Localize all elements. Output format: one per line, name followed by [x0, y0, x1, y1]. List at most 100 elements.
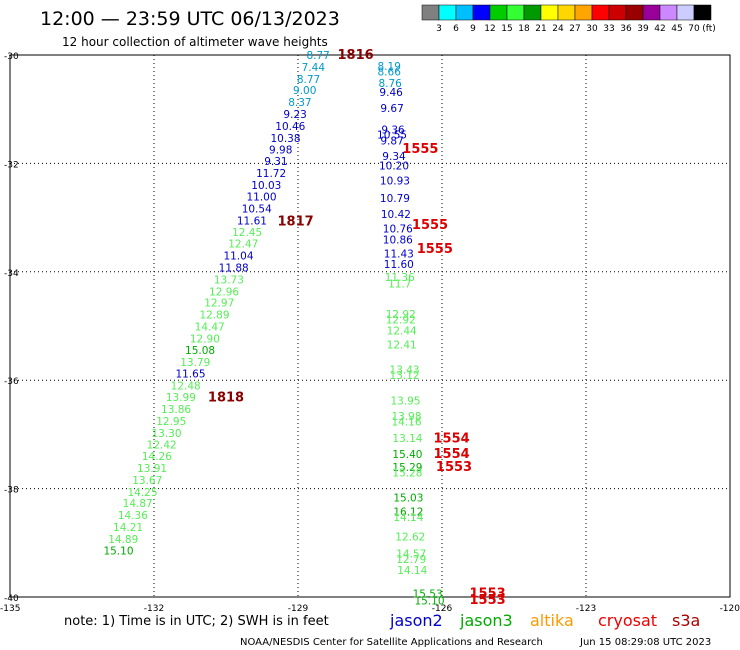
wave-height-point: 11.00 — [246, 191, 276, 203]
wave-height-point: 9.34 — [382, 151, 406, 163]
wave-height-point: 10.55 — [377, 130, 407, 142]
wave-height-point: 13.14 — [392, 433, 422, 445]
wave-height-point: 11.72 — [256, 168, 286, 180]
wave-height-point: 14.14 — [397, 565, 427, 577]
wave-height-point: 8.37 — [288, 97, 311, 109]
wave-height-point: 15.08 — [185, 345, 215, 357]
wave-height-point: 8.19 — [378, 61, 401, 73]
chart-subtitle: 12 hour collection of altimeter wave hei… — [62, 35, 328, 49]
wave-height-point: 10.20 — [379, 161, 409, 173]
wave-height-point: 9.67 — [380, 103, 403, 115]
wave-height-point: 10.46 — [275, 121, 305, 133]
pass-time-label: 1555 — [402, 142, 438, 157]
colorbar-tick-label: 36 — [620, 24, 632, 34]
colorbar-tick-label: 39 — [637, 24, 649, 34]
wave-height-point: 10.76 — [383, 223, 413, 235]
footer-note: note: 1) Time is in UTC; 2) SWH is in fe… — [64, 614, 329, 629]
wave-height-point: 13.95 — [390, 395, 420, 407]
colorbar-swatch — [540, 4, 559, 21]
pass-time-label: 1817 — [278, 214, 314, 229]
chart-title: 12:00 — 23:59 UTC 06/13/2023 — [40, 8, 340, 30]
wave-height-point: 11.36 — [385, 272, 415, 284]
footer-timestamp: Jun 15 08:29:08 UTC 2023 — [579, 637, 711, 648]
colorbar-tick-label: 3 — [436, 24, 442, 34]
wave-height-point: 15.10 — [414, 595, 444, 607]
wave-height-point: 12.79 — [396, 554, 426, 566]
wave-height-point: 12.90 — [190, 333, 220, 345]
pass-time-label: 1553 — [470, 587, 506, 602]
wave-height-point: 9.98 — [269, 144, 292, 156]
wave-height-point: 11.61 — [237, 215, 267, 227]
wave-height-point: 12.41 — [387, 339, 417, 351]
wave-height-point: 9.23 — [283, 109, 306, 121]
wave-height-point: 12.62 — [395, 531, 425, 543]
satellite-legend: jason2 jason3 altika cryosat s3a — [389, 611, 700, 630]
wave-height-point: 13.91 — [137, 463, 167, 475]
wave-height-point: 8.77 — [297, 74, 320, 86]
wave-height-point: 14.47 — [195, 322, 225, 334]
wave-height-point: 13.67 — [132, 475, 162, 487]
wave-height-point: 12.48 — [171, 381, 201, 393]
colorbar-swatch — [642, 4, 661, 21]
wave-height-point: 13.30 — [151, 428, 181, 440]
wave-height-point: 9.31 — [264, 156, 287, 168]
pass-time-label: 1555 — [417, 242, 453, 257]
colorbar-swatch — [421, 4, 440, 21]
pass-time-label: 1553 — [436, 460, 472, 475]
x-tick-label: -123 — [576, 604, 596, 614]
colorbar-swatch — [557, 4, 576, 21]
colorbar-tick-label: 27 — [569, 24, 580, 34]
wave-height-point: 12.92 — [386, 309, 416, 321]
wave-height-point: 14.14 — [393, 512, 423, 524]
legend-jason3: jason3 — [459, 611, 513, 630]
wave-height-point: 12.45 — [232, 227, 262, 239]
wave-height-point: 14.89 — [108, 534, 138, 546]
y-tick-label: -38 — [4, 486, 19, 496]
wave-height-point: 8.76 — [378, 78, 402, 90]
wave-height-point: 10.38 — [270, 133, 300, 145]
colorbar-tick-label: 15 — [501, 24, 512, 34]
colorbar-swatch — [608, 4, 627, 21]
wave-height-point: 11.60 — [384, 259, 414, 271]
wave-height-point: 15.53 — [413, 589, 443, 601]
wave-height-point: 15.03 — [393, 492, 423, 504]
colorbar-swatch — [693, 4, 712, 21]
y-tick-label: -32 — [4, 160, 19, 170]
wave-height-point: 15.40 — [392, 449, 422, 461]
x-tick-label: -135 — [0, 604, 20, 614]
plot-frame — [9, 54, 731, 598]
colorbar-swatch — [489, 4, 508, 21]
colorbar-tick-label: 6 — [453, 24, 459, 34]
wave-height-point: 11.7 — [388, 279, 411, 291]
colorbar: 3 6 9 12 15 18 21 24 27 30 33 36 39 42 45 70 (ft) — [421, 4, 716, 34]
wave-height-point: 14.16 — [391, 416, 421, 428]
wave-height-point: 10.42 — [381, 209, 411, 221]
wave-height-point: 14.87 — [123, 498, 153, 510]
wave-height-point: 12.47 — [228, 239, 258, 251]
wave-height-point: 15.28 — [392, 467, 422, 479]
colorbar-tick-label: 24 — [552, 24, 564, 34]
x-tick-label: -120 — [720, 604, 740, 614]
colorbar-unit: (ft) — [702, 24, 716, 34]
y-tick-label: -34 — [4, 269, 19, 279]
wave-height-point: 13.86 — [161, 404, 191, 416]
colorbar-tick-label: 70 — [688, 24, 700, 34]
x-tick-label: -132 — [144, 604, 164, 614]
wave-height-point: 14.57 — [396, 549, 426, 561]
pass-time-label: 1554 — [434, 432, 470, 447]
colorbar-tick-label: 9 — [470, 24, 476, 34]
wave-height-point: 12.96 — [209, 286, 239, 298]
wave-height-point: 9.36 — [381, 124, 405, 136]
wave-height-point: 9.00 — [293, 85, 316, 97]
pass-time-label: 1554 — [434, 447, 470, 462]
colorbar-swatch — [506, 4, 525, 21]
wave-height-point: 14.25 — [127, 487, 157, 499]
wave-height-point: 8.77 — [306, 50, 329, 62]
wave-height-point: 11.04 — [223, 251, 253, 263]
legend-altika: altika — [530, 611, 574, 630]
wave-height-point: 9.87 — [380, 136, 403, 148]
y-tick-label: -40 — [4, 594, 19, 604]
y-tick-label: -30 — [4, 52, 19, 62]
wave-height-point: 9.46 — [379, 87, 403, 99]
